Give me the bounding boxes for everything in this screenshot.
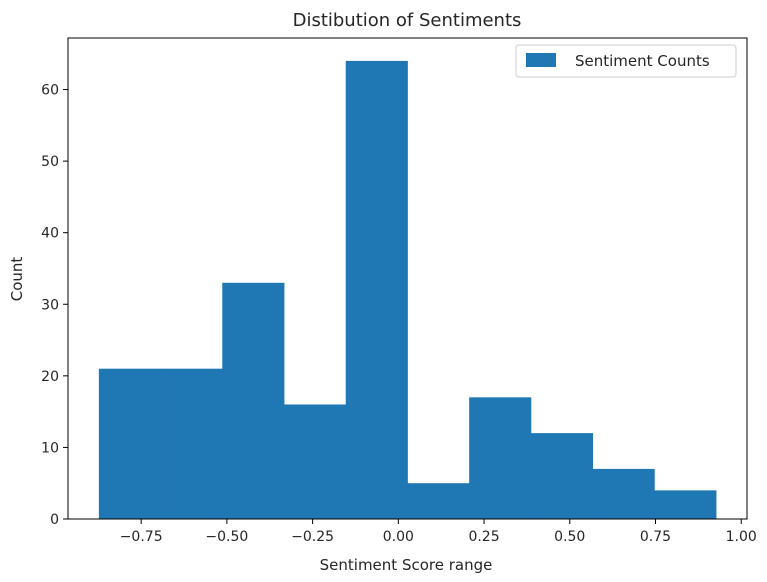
x-tick-label: 0.00	[383, 529, 414, 545]
y-tick-label: 30	[41, 297, 59, 313]
histogram-bar	[407, 483, 470, 519]
x-tick-label: 0.25	[468, 529, 499, 545]
x-tick-label: −0.75	[120, 529, 163, 545]
y-axis-label: Count	[8, 257, 26, 302]
plot-frame	[67, 37, 748, 520]
histogram-bar	[160, 368, 223, 519]
legend-frame	[515, 44, 737, 78]
histogram-bar	[284, 404, 347, 519]
y-tick-label: 10	[41, 440, 59, 456]
bars-group	[98, 60, 717, 520]
y-tick-label: 50	[41, 154, 59, 170]
histogram-bar	[345, 60, 408, 520]
x-tick-label: −0.25	[291, 529, 334, 545]
histogram-bar	[98, 368, 161, 519]
x-tick-label: −0.50	[205, 529, 248, 545]
y-tick-label: 40	[41, 226, 59, 242]
y-tick-label: 0	[50, 512, 59, 528]
legend-swatch	[526, 53, 556, 67]
histogram-bar	[222, 282, 285, 519]
histogram-bar	[530, 433, 593, 519]
histogram-bar	[469, 397, 532, 519]
axes-group: −0.75 −0.50 −0.25 0.00 0.25 0.50 0.75 1.00 0 10 20…	[41, 37, 757, 545]
chart-title: Distibution of Sentiments	[293, 10, 522, 31]
x-tick-label: 0.75	[640, 529, 671, 545]
x-axis-label: Sentiment Score range	[320, 556, 493, 574]
histogram-bar	[592, 468, 655, 519]
y-tick-label: 20	[41, 369, 59, 385]
x-tick-label: 0.50	[554, 529, 585, 545]
legend: Sentiment Counts	[515, 44, 737, 78]
y-tick-label: 60	[41, 83, 59, 99]
x-tick-label: 1.00	[726, 529, 757, 545]
legend-label: Sentiment Counts	[575, 52, 710, 70]
histogram-bar	[654, 490, 717, 519]
